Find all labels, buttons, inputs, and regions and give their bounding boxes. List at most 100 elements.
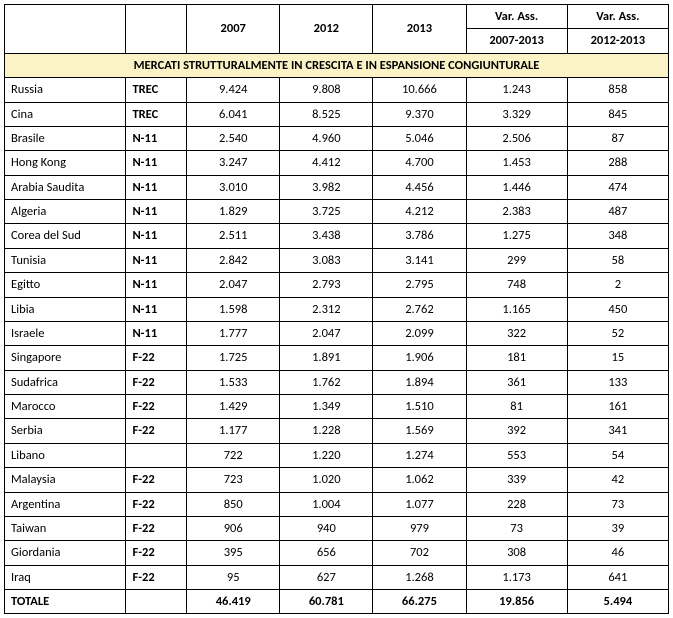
cell-group: N-11 xyxy=(126,200,187,224)
table-row: MaroccoF-221.4291.3491.51081161 xyxy=(5,395,669,419)
cell-group: F-22 xyxy=(126,541,187,565)
cell-var1: 748 xyxy=(466,273,567,297)
cell-group: F-22 xyxy=(126,419,187,443)
cell-var2: 73 xyxy=(567,492,668,516)
cell-2007: 723 xyxy=(187,468,280,492)
cell-2012: 2.312 xyxy=(280,297,373,321)
table-row: TunisiaN-112.8423.0833.14129958 xyxy=(5,248,669,272)
cell-var1: 73 xyxy=(466,516,567,540)
cell-2012: 627 xyxy=(280,565,373,589)
cell-var2: 54 xyxy=(567,443,668,467)
table-row: GiordaniaF-2239565670230846 xyxy=(5,541,669,565)
table-row: Arabia SauditaN-113.0103.9824.4561.44647… xyxy=(5,175,669,199)
cell-group: F-22 xyxy=(126,468,187,492)
cell-group: TREC xyxy=(126,102,187,126)
cell-country: Arabia Saudita xyxy=(5,175,126,199)
cell-var2: 87 xyxy=(567,126,668,150)
cell-2007: 1.725 xyxy=(187,346,280,370)
cell-var1: 2.383 xyxy=(466,200,567,224)
cell-2012: 1.020 xyxy=(280,468,373,492)
cell-var1: 1.275 xyxy=(466,224,567,248)
cell-var2: 161 xyxy=(567,395,668,419)
total-blank xyxy=(126,590,187,614)
cell-2012: 1.349 xyxy=(280,395,373,419)
table-row: CinaTREC6.0418.5259.3703.329845 xyxy=(5,102,669,126)
cell-var1: 3.329 xyxy=(466,102,567,126)
cell-var2: 52 xyxy=(567,321,668,345)
total-row: TOTALE46.41960.78166.27519.8565.494 xyxy=(5,590,669,614)
section-title: MERCATI STRUTTURALMENTE IN CRESCITA E IN… xyxy=(5,53,669,77)
cell-var1: 339 xyxy=(466,468,567,492)
cell-country: Giordania xyxy=(5,541,126,565)
cell-group: N-11 xyxy=(126,297,187,321)
cell-var2: 133 xyxy=(567,370,668,394)
cell-var1: 392 xyxy=(466,419,567,443)
cell-country: Israele xyxy=(5,321,126,345)
cell-country: Algeria xyxy=(5,200,126,224)
cell-var2: 39 xyxy=(567,516,668,540)
cell-group: N-11 xyxy=(126,248,187,272)
cell-2007: 722 xyxy=(187,443,280,467)
markets-table: 2007 2012 2013 Var. Ass. Var. Ass. 2007-… xyxy=(4,4,669,614)
cell-group: F-22 xyxy=(126,565,187,589)
cell-2013: 2.099 xyxy=(373,321,466,345)
col-2012: 2012 xyxy=(280,5,373,54)
cell-group xyxy=(126,443,187,467)
cell-var2: 641 xyxy=(567,565,668,589)
table-row: SerbiaF-221.1771.2281.569392341 xyxy=(5,419,669,443)
cell-var2: 58 xyxy=(567,248,668,272)
cell-var1: 553 xyxy=(466,443,567,467)
table-row: SingaporeF-221.7251.8911.90618115 xyxy=(5,346,669,370)
cell-var2: 348 xyxy=(567,224,668,248)
col-blank-2 xyxy=(126,5,187,54)
cell-var2: 46 xyxy=(567,541,668,565)
cell-2013: 3.141 xyxy=(373,248,466,272)
col-2007: 2007 xyxy=(187,5,280,54)
cell-2012: 9.808 xyxy=(280,78,373,102)
cell-var1: 2.506 xyxy=(466,126,567,150)
cell-2013: 1.274 xyxy=(373,443,466,467)
col-var2-b: 2012-2013 xyxy=(567,29,668,53)
cell-group: N-11 xyxy=(126,321,187,345)
cell-var1: 181 xyxy=(466,346,567,370)
total-var1: 19.856 xyxy=(466,590,567,614)
cell-2007: 2.842 xyxy=(187,248,280,272)
cell-2013: 1.510 xyxy=(373,395,466,419)
total-2013: 66.275 xyxy=(373,590,466,614)
cell-var1: 308 xyxy=(466,541,567,565)
cell-var2: 450 xyxy=(567,297,668,321)
cell-country: Iraq xyxy=(5,565,126,589)
cell-2007: 850 xyxy=(187,492,280,516)
cell-2012: 1.762 xyxy=(280,370,373,394)
cell-var1: 1.173 xyxy=(466,565,567,589)
cell-2013: 1.569 xyxy=(373,419,466,443)
cell-2012: 3.438 xyxy=(280,224,373,248)
table-header: 2007 2012 2013 Var. Ass. Var. Ass. 2007-… xyxy=(5,5,669,54)
cell-var1: 322 xyxy=(466,321,567,345)
cell-2013: 2.795 xyxy=(373,273,466,297)
cell-2012: 1.220 xyxy=(280,443,373,467)
cell-var2: 42 xyxy=(567,468,668,492)
total-var2: 5.494 xyxy=(567,590,668,614)
cell-country: Brasile xyxy=(5,126,126,150)
cell-2013: 2.762 xyxy=(373,297,466,321)
cell-2007: 1.177 xyxy=(187,419,280,443)
table-row: ArgentinaF-228501.0041.07722873 xyxy=(5,492,669,516)
cell-country: Malaysia xyxy=(5,468,126,492)
cell-2007: 395 xyxy=(187,541,280,565)
cell-2007: 1.777 xyxy=(187,321,280,345)
cell-2013: 4.212 xyxy=(373,200,466,224)
cell-2013: 9.370 xyxy=(373,102,466,126)
cell-2013: 1.268 xyxy=(373,565,466,589)
cell-country: Taiwan xyxy=(5,516,126,540)
cell-2007: 1.533 xyxy=(187,370,280,394)
cell-var2: 487 xyxy=(567,200,668,224)
table-row: EgittoN-112.0472.7932.7957482 xyxy=(5,273,669,297)
cell-2007: 95 xyxy=(187,565,280,589)
cell-2012: 4.412 xyxy=(280,151,373,175)
cell-country: Marocco xyxy=(5,395,126,419)
cell-2012: 1.004 xyxy=(280,492,373,516)
cell-country: Egitto xyxy=(5,273,126,297)
cell-2007: 1.429 xyxy=(187,395,280,419)
cell-2007: 1.598 xyxy=(187,297,280,321)
